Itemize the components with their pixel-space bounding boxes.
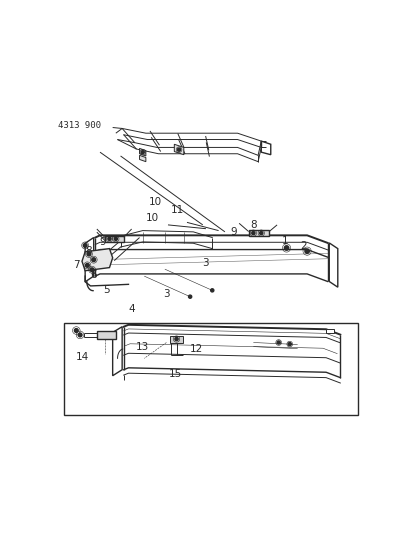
Polygon shape (174, 144, 184, 155)
Circle shape (284, 246, 289, 250)
Circle shape (92, 258, 95, 262)
Circle shape (78, 333, 82, 337)
Circle shape (177, 148, 181, 151)
Circle shape (288, 343, 291, 346)
Text: 7: 7 (73, 260, 80, 270)
Circle shape (74, 329, 78, 333)
Text: 8: 8 (85, 246, 92, 256)
Text: 11: 11 (171, 205, 184, 215)
Circle shape (87, 252, 91, 256)
Circle shape (175, 337, 178, 341)
Polygon shape (97, 330, 116, 340)
Polygon shape (140, 148, 146, 156)
Circle shape (259, 231, 263, 235)
Text: 5: 5 (103, 285, 110, 295)
Circle shape (85, 263, 89, 267)
Text: 14: 14 (75, 352, 89, 362)
Text: 10: 10 (149, 197, 162, 207)
Polygon shape (248, 230, 269, 236)
Circle shape (141, 151, 144, 154)
Circle shape (305, 249, 309, 253)
Text: 15: 15 (169, 369, 182, 379)
Circle shape (211, 289, 214, 292)
Circle shape (188, 295, 192, 298)
Circle shape (252, 231, 255, 235)
Polygon shape (140, 155, 146, 161)
Text: 8: 8 (250, 220, 257, 230)
Polygon shape (105, 236, 124, 241)
Text: 9: 9 (99, 237, 106, 247)
Text: 4313 900: 4313 900 (58, 120, 101, 130)
Circle shape (108, 237, 111, 240)
Text: 13: 13 (136, 342, 149, 352)
Text: 1: 1 (282, 236, 288, 246)
Text: 3: 3 (163, 289, 170, 299)
Polygon shape (82, 248, 113, 271)
Text: 2: 2 (301, 241, 307, 252)
Circle shape (90, 268, 94, 272)
Polygon shape (170, 336, 183, 343)
Polygon shape (326, 329, 334, 333)
Circle shape (277, 341, 280, 344)
Text: 3: 3 (203, 259, 209, 269)
Bar (64, 323, 358, 415)
Text: 4: 4 (129, 304, 135, 314)
Text: 10: 10 (146, 213, 160, 223)
Circle shape (83, 244, 87, 247)
Text: 6: 6 (91, 270, 97, 280)
Text: 12: 12 (190, 344, 203, 354)
Circle shape (114, 237, 118, 240)
Text: 9: 9 (231, 227, 237, 237)
